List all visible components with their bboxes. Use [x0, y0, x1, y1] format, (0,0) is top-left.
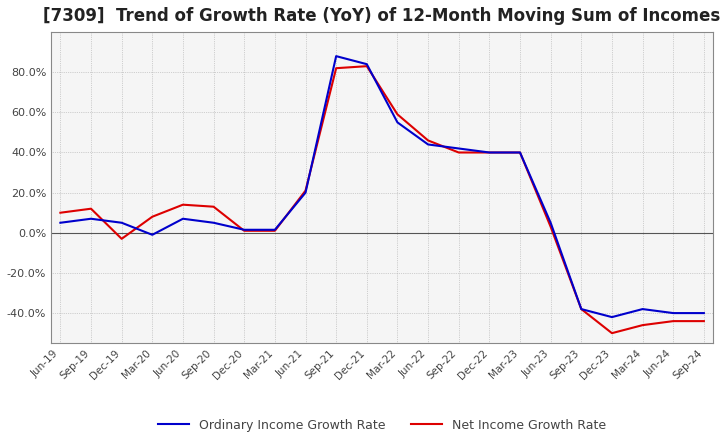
Ordinary Income Growth Rate — [210, 220, 218, 225]
Ordinary Income Growth Rate — [577, 306, 585, 312]
Ordinary Income Growth Rate — [516, 150, 524, 155]
Line: Ordinary Income Growth Rate: Ordinary Income Growth Rate — [60, 56, 704, 317]
Ordinary Income Growth Rate — [700, 311, 708, 316]
Net Income Growth Rate — [638, 323, 647, 328]
Ordinary Income Growth Rate — [485, 150, 494, 155]
Ordinary Income Growth Rate — [362, 62, 371, 67]
Ordinary Income Growth Rate — [546, 220, 555, 225]
Net Income Growth Rate — [424, 138, 433, 143]
Net Income Growth Rate — [608, 330, 616, 336]
Ordinary Income Growth Rate — [179, 216, 187, 221]
Net Income Growth Rate — [577, 306, 585, 312]
Ordinary Income Growth Rate — [332, 54, 341, 59]
Ordinary Income Growth Rate — [240, 227, 248, 232]
Ordinary Income Growth Rate — [117, 220, 126, 225]
Net Income Growth Rate — [332, 66, 341, 71]
Ordinary Income Growth Rate — [454, 146, 463, 151]
Ordinary Income Growth Rate — [608, 315, 616, 320]
Net Income Growth Rate — [86, 206, 95, 211]
Ordinary Income Growth Rate — [301, 190, 310, 195]
Net Income Growth Rate — [271, 228, 279, 234]
Net Income Growth Rate — [362, 63, 371, 69]
Legend: Ordinary Income Growth Rate, Net Income Growth Rate: Ordinary Income Growth Rate, Net Income … — [153, 414, 611, 436]
Net Income Growth Rate — [148, 214, 157, 220]
Net Income Growth Rate — [669, 319, 678, 324]
Net Income Growth Rate — [240, 228, 248, 234]
Ordinary Income Growth Rate — [271, 227, 279, 232]
Net Income Growth Rate — [210, 204, 218, 209]
Title: [7309]  Trend of Growth Rate (YoY) of 12-Month Moving Sum of Incomes: [7309] Trend of Growth Rate (YoY) of 12-… — [43, 7, 720, 25]
Net Income Growth Rate — [485, 150, 494, 155]
Line: Net Income Growth Rate: Net Income Growth Rate — [60, 66, 704, 333]
Ordinary Income Growth Rate — [393, 120, 402, 125]
Ordinary Income Growth Rate — [56, 220, 65, 225]
Net Income Growth Rate — [301, 188, 310, 193]
Net Income Growth Rate — [700, 319, 708, 324]
Net Income Growth Rate — [56, 210, 65, 215]
Ordinary Income Growth Rate — [86, 216, 95, 221]
Net Income Growth Rate — [393, 112, 402, 117]
Net Income Growth Rate — [117, 236, 126, 242]
Net Income Growth Rate — [179, 202, 187, 207]
Net Income Growth Rate — [546, 224, 555, 229]
Net Income Growth Rate — [516, 150, 524, 155]
Net Income Growth Rate — [454, 150, 463, 155]
Ordinary Income Growth Rate — [148, 232, 157, 238]
Ordinary Income Growth Rate — [424, 142, 433, 147]
Ordinary Income Growth Rate — [638, 306, 647, 312]
Ordinary Income Growth Rate — [669, 311, 678, 316]
